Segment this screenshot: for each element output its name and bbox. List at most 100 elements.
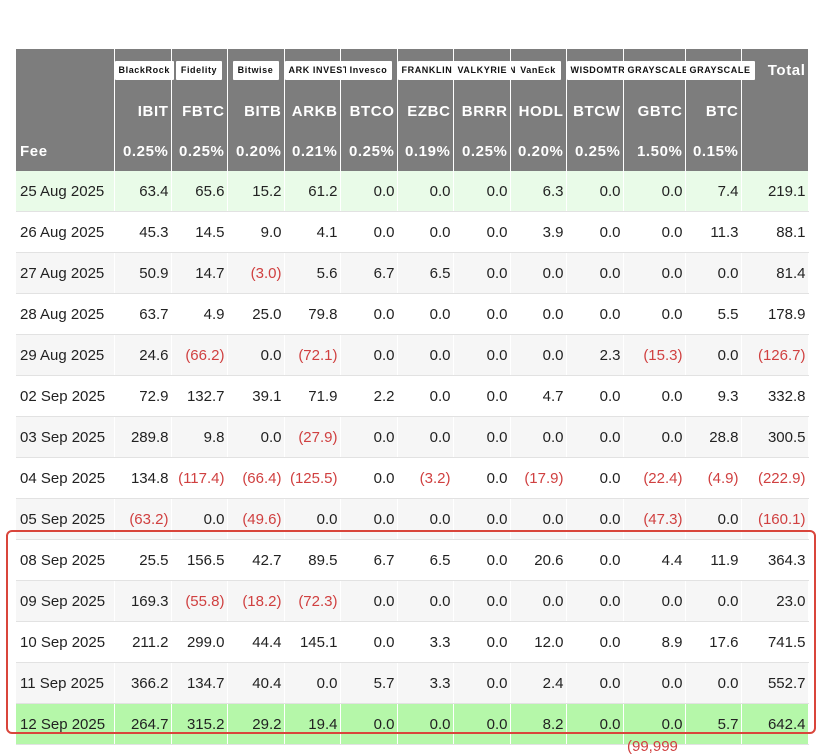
issuer-logo-cell: GRAYSCALE [685,49,755,91]
flow-cell: 0.0 [685,334,742,376]
flow-cell: 145.1 [284,621,341,663]
flow-cell: 42.7 [227,539,285,581]
flow-cell: (17.9) [510,457,567,499]
flow-cell: (72.1) [284,334,341,376]
flow-cell: 0.0 [340,703,398,745]
flow-cell: 17.6 [685,621,742,663]
flow-cell: 0.0 [453,171,511,212]
flow-cell: (49.6) [227,498,285,540]
total-cell: (160.1) [741,498,809,540]
flow-cell: 0.0 [566,293,624,335]
table-row: 03 Sep 2025 289.8 9.8 0.0 (27.9) 0.0 0.0 0.0 0.0… [16,416,809,458]
table-row: 08 Sep 2025 25.5 156.5 42.7 89.5 6.7 6.5 0.0 20.… [16,539,809,581]
flow-cell: 156.5 [171,539,228,581]
flow-cell: 0.0 [397,703,454,745]
flow-cell: 65.6 [171,171,228,212]
total-cell: 219.1 [741,171,809,212]
flow-cell: 29.2 [227,703,285,745]
date-cell: 29 Aug 2025 [16,334,115,376]
issuer-logo-7: VanEck [515,61,561,80]
flow-cell: 0.0 [623,416,686,458]
flow-cell: 2.4 [510,662,567,704]
flow-cell: (63.2) [114,498,172,540]
flow-cell: 6.5 [397,252,454,294]
blank-fee-total-cell [741,131,809,171]
ticker-cell: ARKB [284,91,341,131]
date-cell: 09 Sep 2025 [16,580,115,622]
flow-cell: 45.3 [114,211,172,253]
flow-cell: (55.8) [171,580,228,622]
issuer-logo-cell: Invesco [340,49,398,91]
issuer-logo-cell: Fidelity [171,49,228,91]
table-row: 27 Aug 2025 50.9 14.7 (3.0) 5.6 6.7 6.5 0.0 0.0 0… [16,252,809,294]
flow-cell: 11.9 [685,539,742,581]
total-cell: 300.5 [741,416,809,458]
flow-cell: 11.3 [685,211,742,253]
issuer-logo-cell: BlackRock [114,49,174,91]
flow-cell: 0.0 [227,334,285,376]
flow-cell: 4.9 [171,293,228,335]
flow-cell: 9.8 [171,416,228,458]
flow-cell: 0.0 [453,539,511,581]
flow-cell: 20.6 [510,539,567,581]
flow-cell: 0.0 [623,703,686,745]
fee-cell: 0.20% [510,131,567,171]
fee-label: Fee [16,131,115,171]
total-cell: 332.8 [741,375,809,417]
date-cell: 03 Sep 2025 [16,416,115,458]
flow-cell: 7.4 [685,171,742,212]
flow-cell: 0.0 [397,580,454,622]
date-cell: 05 Sep 2025 [16,498,115,540]
blank-ticker-cell [16,91,115,131]
ticker-cell: HODL [510,91,567,131]
flow-cell: 134.8 [114,457,172,499]
flow-cell: 0.0 [340,334,398,376]
flow-cell: (22.4) [623,457,686,499]
date-cell: 02 Sep 2025 [16,375,115,417]
date-cell: 28 Aug 2025 [16,293,115,335]
flow-cell: 0.0 [623,662,686,704]
flow-cell: 0.0 [566,580,624,622]
flow-cell: 0.0 [566,539,624,581]
flow-cell: 315.2 [171,703,228,745]
ticker-cell: GBTC [623,91,686,131]
flow-cell: 4.4 [623,539,686,581]
issuer-logo-3: ARK INVEST [284,61,354,80]
flow-cell: 0.0 [453,334,511,376]
fee-cell: 0.15% [685,131,742,171]
ticker-cell: BRRR [453,91,511,131]
flow-cell: (117.4) [171,457,228,499]
flow-cell: 0.0 [685,498,742,540]
date-cell: 25 Aug 2025 [16,171,115,212]
flow-cell: 9.0 [227,211,285,253]
flow-cell: 0.0 [453,662,511,704]
flow-cell: 0.0 [453,703,511,745]
total-cell: 178.9 [741,293,809,335]
flow-cell: 0.0 [685,580,742,622]
flow-cell: 0.0 [623,252,686,294]
flow-cell: 5.6 [284,252,341,294]
flow-cell: (27.9) [284,416,341,458]
flow-cell: 6.7 [340,539,398,581]
table-row: 12 Sep 2025 264.7 315.2 29.2 19.4 0.0 0.0 0.0 8.… [16,703,809,745]
flow-cell: 12.0 [510,621,567,663]
flow-cell: 8.2 [510,703,567,745]
flow-cell: 264.7 [114,703,172,745]
total-cell: 81.4 [741,252,809,294]
total-cell: 23.0 [741,580,809,622]
issuer-logo-10: GRAYSCALE [685,61,755,80]
flow-cell: 15.2 [227,171,285,212]
flow-cell: 169.3 [114,580,172,622]
fee-cell: 0.21% [284,131,341,171]
flow-cell: 0.0 [566,416,624,458]
date-cell: 27 Aug 2025 [16,252,115,294]
flow-cell: 0.0 [340,580,398,622]
flow-cell: 61.2 [284,171,341,212]
flow-cell: (3.2) [397,457,454,499]
date-cell: 12 Sep 2025 [16,703,115,745]
fee-cell: 0.25% [340,131,398,171]
flow-cell: 366.2 [114,662,172,704]
flow-cell: 0.0 [685,252,742,294]
flow-cell: 63.4 [114,171,172,212]
table-row: 04 Sep 2025 134.8 (117.4) (66.4) (125.5) 0.0(… [16,457,809,499]
